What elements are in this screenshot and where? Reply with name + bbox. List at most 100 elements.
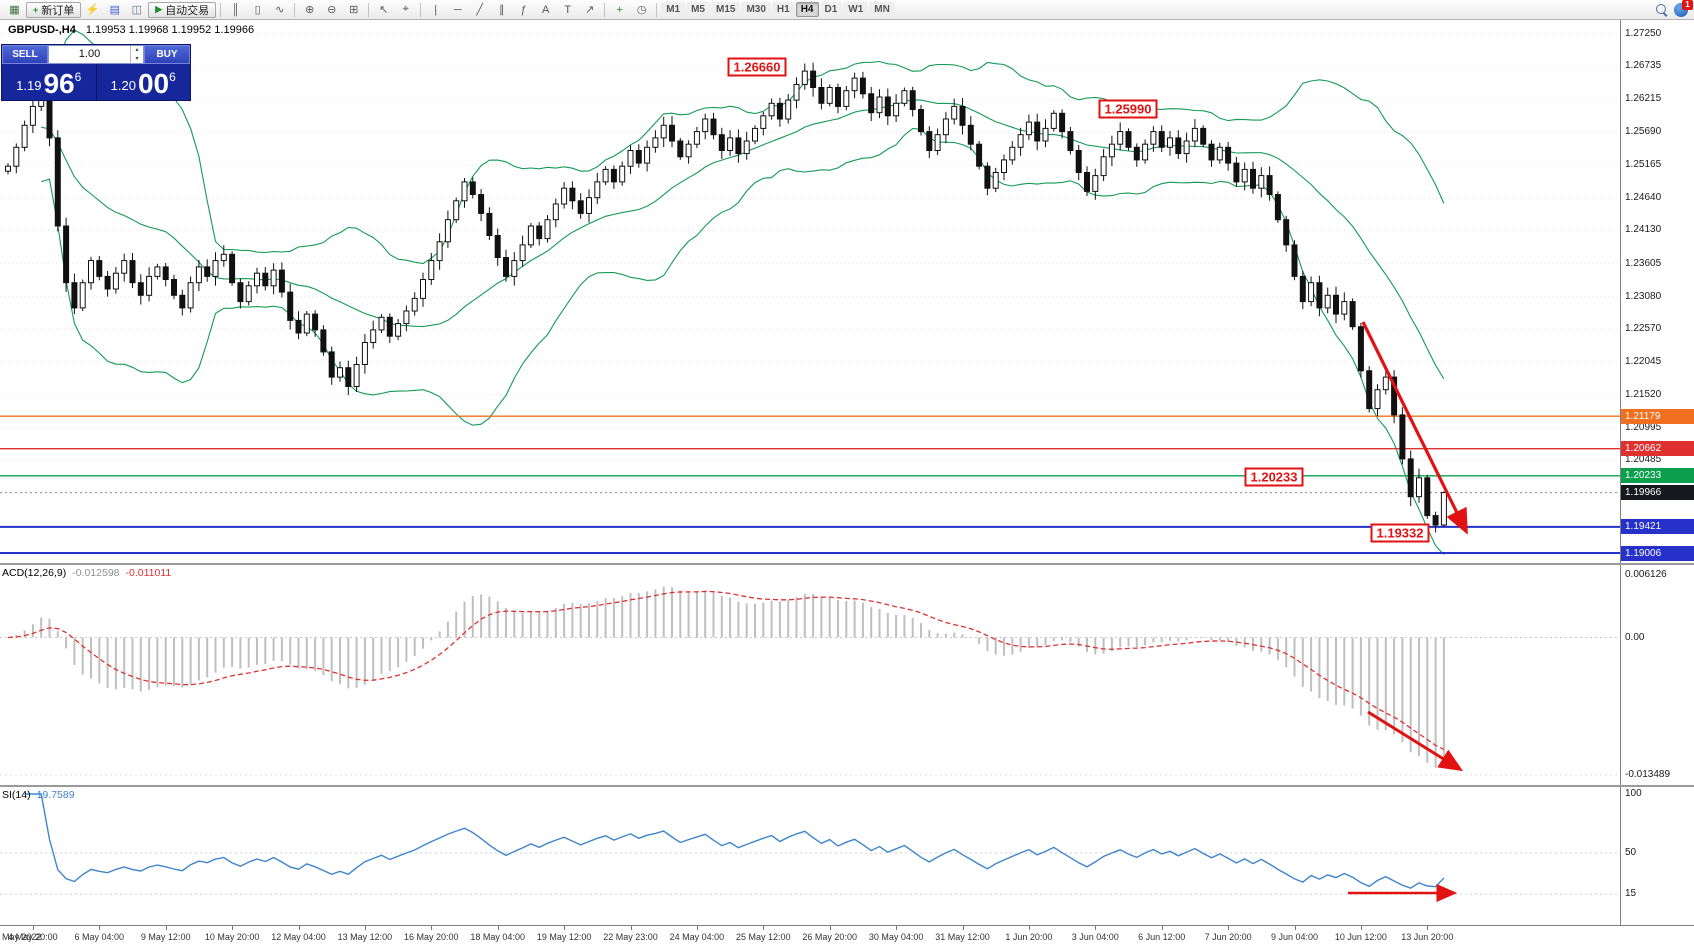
vertical-line-icon[interactable]: | [434, 3, 438, 16]
time-axis-label: 18 May 04:00 [470, 932, 525, 942]
time-axis-tick [1228, 926, 1230, 930]
auto-trading-button-icon: ▶ [155, 4, 163, 14]
price-tag: 1.19006 [1621, 545, 1694, 561]
periods-icon[interactable]: ◷ [636, 4, 647, 16]
rsi-panel-splitter[interactable] [0, 785, 1694, 787]
new-order-button-icon: + [33, 4, 39, 15]
new-order-button-label: 新订单 [41, 4, 75, 17]
time-axis-label: 16 May 20:00 [404, 932, 459, 942]
timeframe-button-m15[interactable]: M15 [711, 2, 741, 17]
buy-price-big: 1.20 [110, 78, 136, 93]
crosshair-icon[interactable]: ⌖ [402, 3, 409, 15]
tile-windows-icon[interactable]: ⊞ [349, 4, 359, 16]
time-axis-tick [1028, 926, 1030, 930]
time-axis-tick [1161, 926, 1163, 930]
search-icon[interactable] [1656, 3, 1668, 17]
label-icon[interactable]: T [564, 3, 572, 16]
buy-button[interactable]: BUY [144, 45, 190, 64]
buy-price[interactable]: 1.20 00 6 [97, 64, 191, 100]
price-callout[interactable]: 1.25990 [1098, 99, 1158, 119]
market-watch-icon[interactable]: ◫ [131, 4, 142, 16]
zoom-out-icon[interactable]: ⊖ [327, 4, 337, 16]
time-axis-tick [99, 926, 101, 930]
channel-icon[interactable]: ∥ [498, 4, 505, 16]
toolbar-separator [368, 2, 370, 17]
fibonacci-icon[interactable]: ƒ [520, 3, 527, 16]
price-axis-label: 1.22570 [1625, 322, 1662, 334]
time-axis-tick [829, 926, 831, 930]
new-chart-icon[interactable]: ▦ [9, 4, 20, 16]
macd-signal-value: -0.011011 [125, 567, 172, 579]
timeframe-button-w1[interactable]: W1 [843, 2, 869, 17]
arrows-icon[interactable]: ↗ [585, 4, 595, 16]
time-axis-label: 12 May 04:00 [271, 932, 326, 942]
price-chart[interactable] [0, 20, 1620, 563]
time-axis-tick [696, 926, 698, 930]
timeframe-button-d1[interactable]: D1 [819, 2, 843, 17]
line-chart-icon[interactable]: ∿ [275, 4, 285, 16]
indicators-icon[interactable]: + [616, 3, 623, 16]
time-axis[interactable]: May 2022 4 May 20:00 6 May 04:00 9 May 12:0… [0, 925, 1694, 946]
price-scale[interactable]: 1.27250 1.26735 1.26215 1.25690 1.25165 1.246… [1620, 20, 1694, 925]
volume-decrement-button[interactable]: ▾ [135, 55, 139, 62]
price-tag: 1.19966 [1621, 485, 1694, 501]
chart-trend-arrow[interactable] [1361, 321, 1468, 535]
time-axis-label: May 2022 [2, 932, 42, 942]
timeframe-button-mn[interactable]: MN [869, 2, 895, 17]
horizontal-line-icon[interactable]: ─ [453, 3, 462, 16]
price-axis-label: 1.26735 [1625, 60, 1662, 72]
new-order-button[interactable]: + 新订单 [26, 1, 82, 18]
chart-window-icon[interactable]: ▤ [109, 4, 120, 16]
price-callout[interactable]: 1.20233 [1244, 467, 1304, 487]
zoom-in-icon[interactable]: ⊕ [305, 4, 315, 16]
sell-button[interactable]: SELL [2, 45, 48, 64]
timeframe-button-m5[interactable]: M5 [686, 2, 710, 17]
price-callout[interactable]: 1.26660 [727, 57, 787, 77]
price-axis-label: 1.22045 [1625, 355, 1662, 367]
rsi-indicator-label: SI(14) 19.7589 [2, 789, 75, 801]
time-axis-tick [165, 926, 167, 930]
rsi-panel-chart[interactable] [0, 787, 1620, 925]
price-axis-label: 1.23080 [1625, 290, 1662, 302]
time-axis-label: 10 Jun 12:00 [1334, 932, 1387, 942]
sell-price-pipette: 6 [74, 70, 82, 84]
time-axis-label: 13 May 12:00 [337, 932, 393, 942]
toolbar-separator [604, 2, 606, 17]
price-tag: 1.20662 [1621, 441, 1694, 457]
text-icon[interactable]: A [542, 3, 550, 16]
price-tag: 1.20233 [1621, 468, 1694, 484]
time-axis-tick [1427, 926, 1429, 930]
volume-input[interactable]: 1.00 ▴ ▾ [48, 45, 144, 64]
bollinger-upper-band [40, 29, 1445, 265]
rsi-value: 19.7589 [36, 789, 75, 801]
buy-price-pipette: 6 [169, 70, 176, 84]
cursor-icon[interactable]: ↖ [379, 4, 389, 16]
timeframe-button-m1[interactable]: M1 [661, 2, 686, 17]
volume-increment-button[interactable]: ▴ [135, 47, 139, 53]
time-axis-label: 10 May 20:00 [204, 932, 260, 942]
timeframe-button-h1[interactable]: H1 [771, 2, 795, 17]
sell-price-pips: 96 [43, 68, 75, 100]
sell-price[interactable]: 1.19 96 6 [2, 64, 97, 100]
expert-advisors-icon[interactable]: ⚡ [85, 4, 100, 16]
macd-panel-chart[interactable] [0, 565, 1620, 785]
time-axis-label: 19 May 12:00 [536, 932, 592, 942]
rsi-axis-label: 100 [1625, 788, 1642, 799]
bar-chart-icon[interactable]: ║ [231, 3, 240, 16]
macd-panel-splitter[interactable] [0, 563, 1694, 565]
volume-value[interactable]: 1.00 [78, 48, 101, 60]
time-axis-tick [564, 926, 566, 930]
time-axis-tick [962, 926, 964, 930]
macd-axis-label: 0.00 [1625, 631, 1645, 643]
timeframe-button-h4[interactable]: H4 [795, 2, 819, 17]
price-callout[interactable]: 1.19332 [1370, 523, 1430, 543]
price-axis-label: 1.26215 [1625, 93, 1662, 105]
timeframe-button-m30[interactable]: M30 [741, 2, 771, 17]
auto-trading-button[interactable]: ▶ 自动交易 [148, 1, 217, 18]
candlestick-chart-icon[interactable]: ▯ [254, 4, 261, 16]
time-axis-label: 6 Jun 12:00 [1138, 932, 1186, 942]
macd-trend-arrow[interactable] [1367, 710, 1464, 772]
macd-name: ACD(12,26,9) [2, 567, 67, 579]
notifications-icon[interactable]: 1 [1674, 0, 1693, 17]
trendline-icon[interactable]: ╱ [476, 4, 483, 16]
